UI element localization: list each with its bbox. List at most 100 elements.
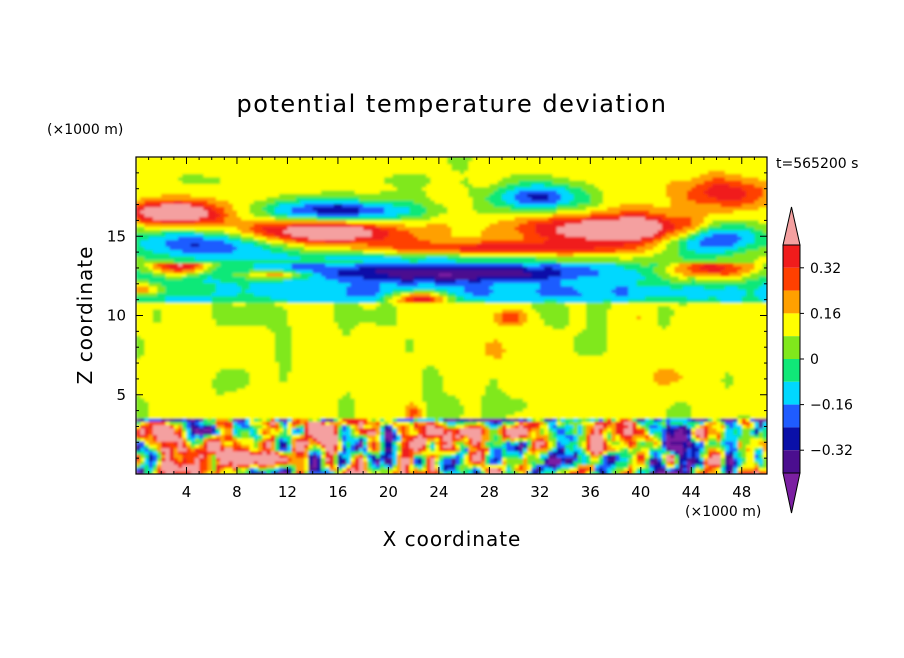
heatmap-cell	[678, 245, 688, 251]
heatmap-cell	[750, 437, 764, 442]
heatmap-cell	[661, 248, 680, 254]
heatmap-cell	[316, 450, 322, 455]
heatmap-cell	[422, 212, 440, 218]
heatmap-cell	[518, 189, 558, 194]
heatmap-cell	[342, 328, 352, 333]
heatmap-cell	[434, 298, 444, 303]
heatmap-cell	[523, 417, 529, 422]
colorbar-label: 0.32	[810, 261, 841, 277]
heatmap-cell	[762, 427, 767, 432]
heatmap-cell	[161, 314, 213, 320]
heatmap-cell	[409, 400, 415, 406]
heatmap-cell	[733, 417, 739, 422]
heatmap-cell	[544, 440, 550, 445]
heatmap-cell	[367, 456, 373, 462]
heatmap-cell	[291, 205, 314, 211]
heatmap-cell	[741, 433, 756, 439]
heatmap-cell	[762, 446, 767, 452]
heatmap-cell	[165, 417, 171, 422]
heatmap-cell	[573, 443, 579, 449]
heatmap-cell	[430, 420, 436, 426]
heatmap-cell	[506, 182, 533, 188]
heatmap-cell	[623, 446, 629, 452]
heatmap-cell	[434, 433, 440, 439]
heatmap-cell	[510, 466, 516, 472]
heatmap-cell	[169, 443, 179, 449]
heatmap-cell	[321, 463, 327, 468]
heatmap-cell	[666, 413, 693, 419]
heatmap-cell	[468, 460, 474, 465]
heatmap-cell	[434, 466, 440, 472]
heatmap-cell	[434, 443, 440, 449]
heatmap-cell	[611, 298, 629, 303]
heatmap-cell	[708, 222, 722, 227]
heatmap-cell	[674, 367, 767, 373]
heatmap-cell	[586, 446, 592, 452]
heatmap-cell	[607, 314, 638, 320]
heatmap-cell	[413, 344, 486, 350]
heatmap-cell	[712, 219, 760, 224]
colorbar-box	[783, 404, 800, 428]
heatmap-cell	[253, 222, 293, 227]
heatmap-cell	[144, 351, 276, 356]
heatmap-cell	[754, 288, 767, 293]
heatmap-cell	[691, 186, 709, 191]
heatmap-cell	[270, 440, 276, 445]
heatmap-cell	[703, 443, 722, 449]
heatmap-cell	[401, 255, 428, 260]
heatmap-cell	[565, 430, 575, 435]
heatmap-cell	[762, 420, 767, 426]
heatmap-cell	[182, 427, 188, 432]
heatmap-cell	[165, 295, 213, 300]
heatmap-cell	[682, 423, 688, 429]
heatmap-cell	[607, 338, 767, 343]
heatmap-cell	[291, 423, 297, 429]
heatmap-cell	[602, 433, 608, 439]
heatmap-cell	[140, 394, 343, 399]
heatmap-cell	[758, 440, 767, 445]
heatmap-cell	[215, 417, 230, 422]
heatmap-cell	[594, 182, 667, 188]
heatmap-cell	[136, 285, 150, 290]
heatmap-cell	[472, 196, 486, 201]
heatmap-cell	[136, 163, 453, 168]
heatmap-cell	[232, 430, 238, 435]
heatmap-cell	[413, 338, 495, 343]
heatmap-cell	[645, 420, 655, 426]
heatmap-cell	[392, 433, 398, 439]
heatmap-cell	[489, 285, 541, 290]
heatmap-cell	[144, 344, 276, 350]
heatmap-cell	[666, 450, 672, 455]
heatmap-cell	[548, 450, 554, 455]
heatmap-cell	[628, 285, 672, 290]
heatmap-cell	[703, 420, 709, 426]
heatmap-cell	[649, 427, 663, 432]
heatmap-cell	[165, 450, 171, 455]
heatmap-cell	[754, 466, 760, 472]
heatmap-cell	[194, 268, 205, 274]
heatmap-cell	[674, 466, 680, 472]
heatmap-cell	[337, 397, 356, 402]
heatmap-cell	[413, 460, 419, 465]
heatmap-cell	[687, 446, 693, 452]
heatmap-cell	[687, 417, 693, 422]
heatmap-cell	[573, 334, 608, 340]
heatmap-cell	[396, 433, 402, 439]
heatmap-cell	[325, 417, 331, 422]
heatmap-cell	[687, 245, 739, 251]
heatmap-cell	[489, 433, 495, 439]
heatmap-cell	[249, 371, 280, 376]
heatmap-cell	[337, 324, 356, 330]
heatmap-cell	[379, 295, 385, 300]
heatmap-cell	[426, 423, 436, 429]
heatmap-cell	[354, 433, 360, 439]
heatmap-cell	[741, 460, 747, 465]
heatmap-cell	[514, 446, 520, 452]
heatmap-cell	[573, 192, 592, 198]
heatmap-cell	[611, 437, 617, 442]
heatmap-cell	[262, 427, 272, 432]
heatmap-cell	[623, 440, 629, 445]
heatmap-cell	[699, 420, 705, 426]
heatmap-cell	[363, 420, 369, 426]
heatmap-cell	[379, 463, 385, 468]
